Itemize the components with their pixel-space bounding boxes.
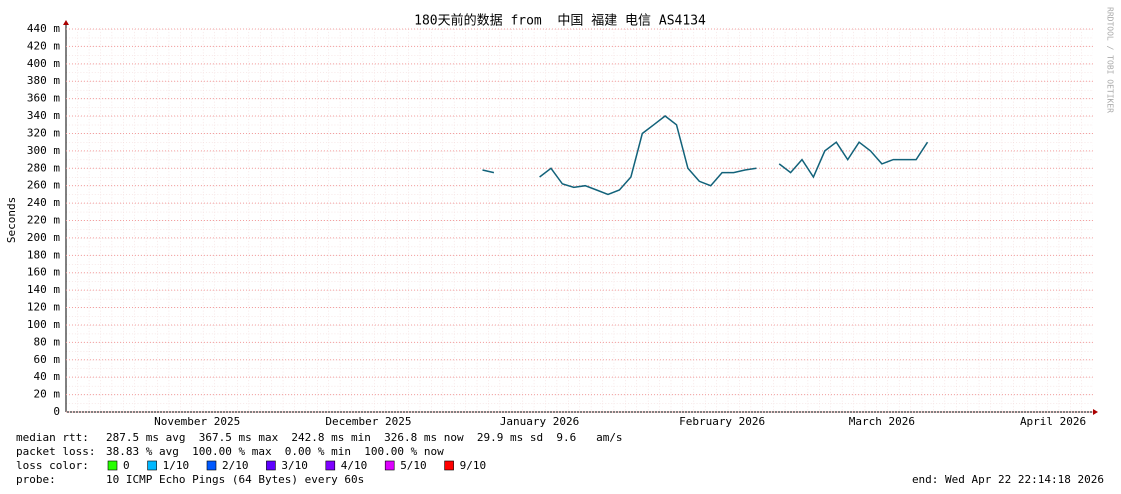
legend-swatch <box>384 460 395 471</box>
legend-entry: 1/10 <box>163 459 190 472</box>
y-tick-label: 60 m <box>34 353 61 366</box>
y-tick-label: 0 <box>53 405 60 418</box>
y-tick-label: 180 m <box>27 248 60 261</box>
legend-label: probe: <box>16 473 56 486</box>
legend-swatch <box>444 460 454 471</box>
stats: 10 ICMP Echo Pings (64 Bytes) every 60s <box>106 473 364 486</box>
y-tick-label: 300 m <box>27 144 60 157</box>
y-tick-label: 100 m <box>27 318 60 331</box>
legend-entry: 5/10 <box>400 459 427 472</box>
stats: 38.83 % avg 100.00 % max 0.00 % min 100.… <box>106 445 444 458</box>
x-tick-label: January 2026 <box>500 415 579 428</box>
legend-swatch <box>107 460 118 471</box>
legend-entry: 9/10 <box>460 459 487 472</box>
x-tick-label: November 2025 <box>154 415 240 428</box>
y-tick-label: 120 m <box>27 301 60 314</box>
stats: end: Wed Apr 22 22:14:18 2026 <box>912 473 1104 486</box>
y-tick-label: 320 m <box>27 126 60 139</box>
x-tick-label: April 2026 <box>1020 415 1086 428</box>
y-tick-label: 20 m <box>34 388 61 401</box>
legend-entry: 4/10 <box>341 459 368 472</box>
legend-swatch <box>147 460 157 471</box>
stats: 287.5 ms avg 367.5 ms max 242.8 ms min 3… <box>106 431 623 444</box>
legend-label: loss color: <box>16 459 89 472</box>
y-tick-label: 220 m <box>27 214 60 227</box>
y-tick-label: 360 m <box>27 92 60 105</box>
legend-entry: 0 <box>123 459 130 472</box>
x-tick-label: February 2026 <box>679 415 765 428</box>
legend-label: median rtt: <box>16 431 89 444</box>
legend-label: packet loss: <box>16 445 95 458</box>
minor-grid <box>66 27 1093 412</box>
legend-swatch <box>206 460 217 471</box>
y-tick-label: 140 m <box>27 283 60 296</box>
chart-title: 180天前的数据 from 中国 福建 电信 AS4134 <box>414 13 706 29</box>
y-tick-label: 260 m <box>27 179 60 192</box>
x-arrow <box>1093 409 1098 415</box>
y-tick-label: 380 m <box>27 74 60 87</box>
y-tick-label: 440 m <box>27 22 60 35</box>
y-arrow <box>63 20 69 25</box>
legend-entry: 2/10 <box>222 459 249 472</box>
legend-swatch <box>266 460 276 471</box>
y-axis-label: Seconds <box>5 197 18 243</box>
x-tick-label: March 2026 <box>849 415 915 428</box>
legend-entry: 3/10 <box>281 459 308 472</box>
y-tick-label: 80 m <box>34 335 61 348</box>
y-tick-label: 420 m <box>27 39 60 52</box>
y-tick-label: 160 m <box>27 266 60 279</box>
y-tick-label: 240 m <box>27 196 60 209</box>
legend-swatch <box>325 460 336 471</box>
watermark: RRDTOOL / TOBI OETIKER <box>1106 7 1115 113</box>
x-tick-label: December 2025 <box>325 415 411 428</box>
series-line <box>482 115 929 196</box>
y-tick-label: 340 m <box>27 109 60 122</box>
y-tick-label: 280 m <box>27 161 60 174</box>
y-tick-label: 200 m <box>27 231 60 244</box>
y-tick-label: 400 m <box>27 57 60 70</box>
y-tick-label: 40 m <box>34 370 61 383</box>
